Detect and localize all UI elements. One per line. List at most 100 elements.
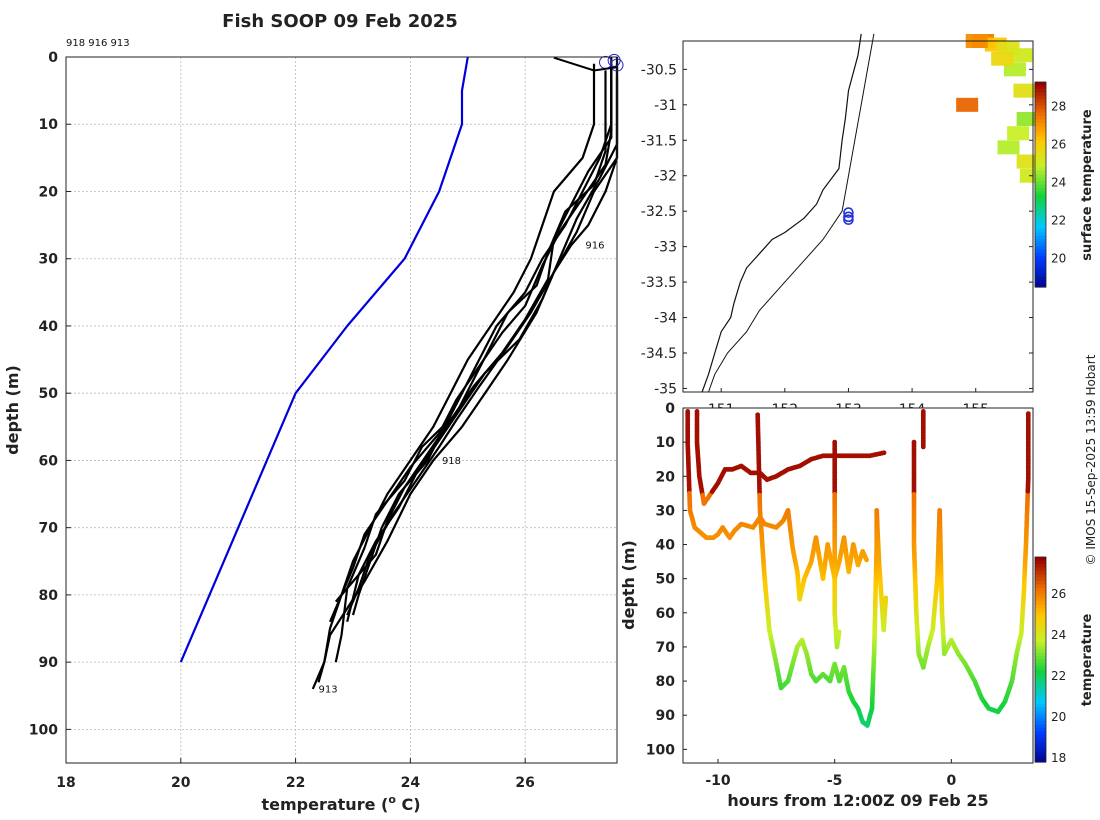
- timeseries-colorbar-segment: [1035, 635, 1046, 640]
- map-sst-patch: [1003, 62, 1026, 77]
- map-colorbar-segment: [1035, 123, 1046, 128]
- profile-y-tick-label: 40: [39, 319, 59, 335]
- timeseries-colorbar-segment: [1035, 621, 1046, 626]
- timeseries-colorbar-segment: [1035, 669, 1046, 674]
- map-colorbar-segment: [1035, 198, 1046, 203]
- timeseries-colorbar-segment: [1035, 659, 1046, 664]
- map-colorbar-segment: [1035, 177, 1046, 182]
- timeseries-colorbar-segment: [1035, 717, 1046, 722]
- timeseries-colorbar-segment: [1035, 587, 1046, 592]
- map-colorbar-segment: [1035, 126, 1046, 131]
- timeseries-colorbar-segment: [1035, 693, 1046, 698]
- profile-lines: 916 918 913: [179, 53, 624, 695]
- profile-series-p6: [334, 70, 607, 663]
- map-y-tick-label: -33: [654, 240, 677, 256]
- timeseries-colorbar-tick-label: 22: [1051, 669, 1066, 683]
- timeseries-colorbar-segment: [1035, 727, 1046, 732]
- profile-id-label: 918: [442, 456, 461, 467]
- timeseries-colorbar-segment: [1035, 714, 1046, 719]
- profile-y-tick-label: 50: [39, 386, 59, 402]
- map-colorbar-segment: [1035, 146, 1046, 151]
- map-colorbar-segment: [1035, 99, 1046, 104]
- map-station-marker: [843, 214, 854, 225]
- timeseries-colorbar-segment: [1035, 563, 1046, 568]
- map-colorbar-segment: [1035, 263, 1046, 268]
- profile-start-marker: [599, 55, 613, 69]
- map-colorbar-segment: [1035, 133, 1046, 138]
- profile-y-tick-label: 90: [39, 655, 59, 671]
- timeseries-colorbar-segment: [1035, 642, 1046, 647]
- map-colorbar-segment: [1035, 105, 1046, 110]
- timeseries-x-tick-label: -5: [827, 773, 843, 789]
- map-colorbar-segment: [1035, 116, 1046, 121]
- map-colorbar-segment: [1035, 283, 1046, 288]
- timeseries-colorbar-tick-label: 26: [1051, 587, 1066, 601]
- timeseries-colorbar-segment: [1035, 721, 1046, 726]
- timeseries-colorbar-segment: [1035, 557, 1046, 562]
- timeseries-colorbar-segment: [1035, 611, 1046, 616]
- map-colorbar-segment: [1035, 269, 1046, 274]
- timeseries-colorbar-segment: [1035, 666, 1046, 671]
- map-colorbar-segment: [1035, 249, 1046, 254]
- map-colorbar-segment: [1035, 246, 1046, 251]
- timeseries-colorbar-segment: [1035, 625, 1046, 630]
- map-colorbar-segment: [1035, 215, 1046, 220]
- map-colorbar-segment: [1035, 191, 1046, 196]
- map-sst-patch: [1007, 126, 1030, 141]
- credit-text: © IMOS 15-Sep-2025 13:59 Hobart: [1084, 354, 1098, 565]
- timeseries-colorbar-segment: [1035, 580, 1046, 585]
- profile-series-p4: [334, 63, 613, 603]
- map-colorbar: 20 22 24 26 28: [1034, 81, 1066, 288]
- map-colorbar-segment: [1035, 181, 1046, 186]
- map-colorbar-segment: [1035, 228, 1046, 233]
- profile-series-916: [317, 57, 619, 683]
- map-colorbar-segment: [1035, 88, 1046, 93]
- timeseries-y-tick-label: 70: [656, 640, 676, 656]
- timeseries-colorbar-segment: [1035, 591, 1046, 596]
- timeseries-point: [836, 629, 842, 635]
- timeseries-colorbar-segment: [1035, 639, 1046, 644]
- profile-x-axis-label: temperature (o C): [261, 793, 420, 814]
- map-background: [683, 41, 1033, 392]
- timeseries-colorbar-segment: [1035, 570, 1046, 575]
- map-colorbar-segment: [1035, 194, 1046, 199]
- profile-x-tick-label: 22: [286, 775, 305, 791]
- map-colorbar-tick-label: 26: [1051, 138, 1066, 152]
- timeseries-point: [920, 444, 926, 450]
- timeseries-y-tick-label: 10: [656, 435, 676, 451]
- timeseries-colorbar-tick-label: 24: [1051, 628, 1066, 642]
- timeseries-colorbar-segment: [1035, 604, 1046, 609]
- profile-surface-trace: [553, 56, 618, 72]
- profile-ids: 918 916 913: [66, 38, 130, 49]
- map-colorbar-segment: [1035, 109, 1046, 114]
- timeseries-y-tick-label: 50: [656, 572, 676, 588]
- map-colorbar-label: surface temperature: [1080, 109, 1095, 261]
- timeseries-y-axis-label: depth (m): [619, 540, 638, 630]
- map-colorbar-segment: [1035, 160, 1046, 165]
- timeseries-colorbar-segment: [1035, 731, 1046, 736]
- timeseries-colorbar-segment: [1035, 584, 1046, 589]
- map-sst-patch: [1010, 48, 1033, 63]
- timeseries-colorbar-tick-label: 18: [1051, 751, 1066, 765]
- timeseries-colorbar-segment: [1035, 656, 1046, 661]
- timeseries-colorbar-segment: [1035, 700, 1046, 705]
- timeseries-colorbar-segment: [1035, 662, 1046, 667]
- map-colorbar-segment: [1035, 273, 1046, 278]
- timeseries-colorbar-segment: [1035, 598, 1046, 603]
- map-colorbar-segment: [1035, 225, 1046, 230]
- map-colorbar-segment: [1035, 174, 1046, 179]
- timeseries-colorbar-segment: [1035, 680, 1046, 685]
- timeseries-point: [1025, 411, 1031, 416]
- map-sst-patch: [956, 97, 979, 112]
- timeseries-colorbar-segment: [1035, 594, 1046, 599]
- timeseries-point: [881, 450, 887, 456]
- timeseries-colorbar-segment: [1035, 649, 1046, 654]
- map-frame: [682, 40, 1034, 393]
- profile-grid: [66, 57, 617, 763]
- map-colorbar-segment: [1035, 140, 1046, 145]
- map-sst-patch: [991, 51, 1014, 66]
- timeseries-colorbar-segment: [1035, 645, 1046, 650]
- timeseries-colorbar-tick-label: 20: [1051, 710, 1066, 724]
